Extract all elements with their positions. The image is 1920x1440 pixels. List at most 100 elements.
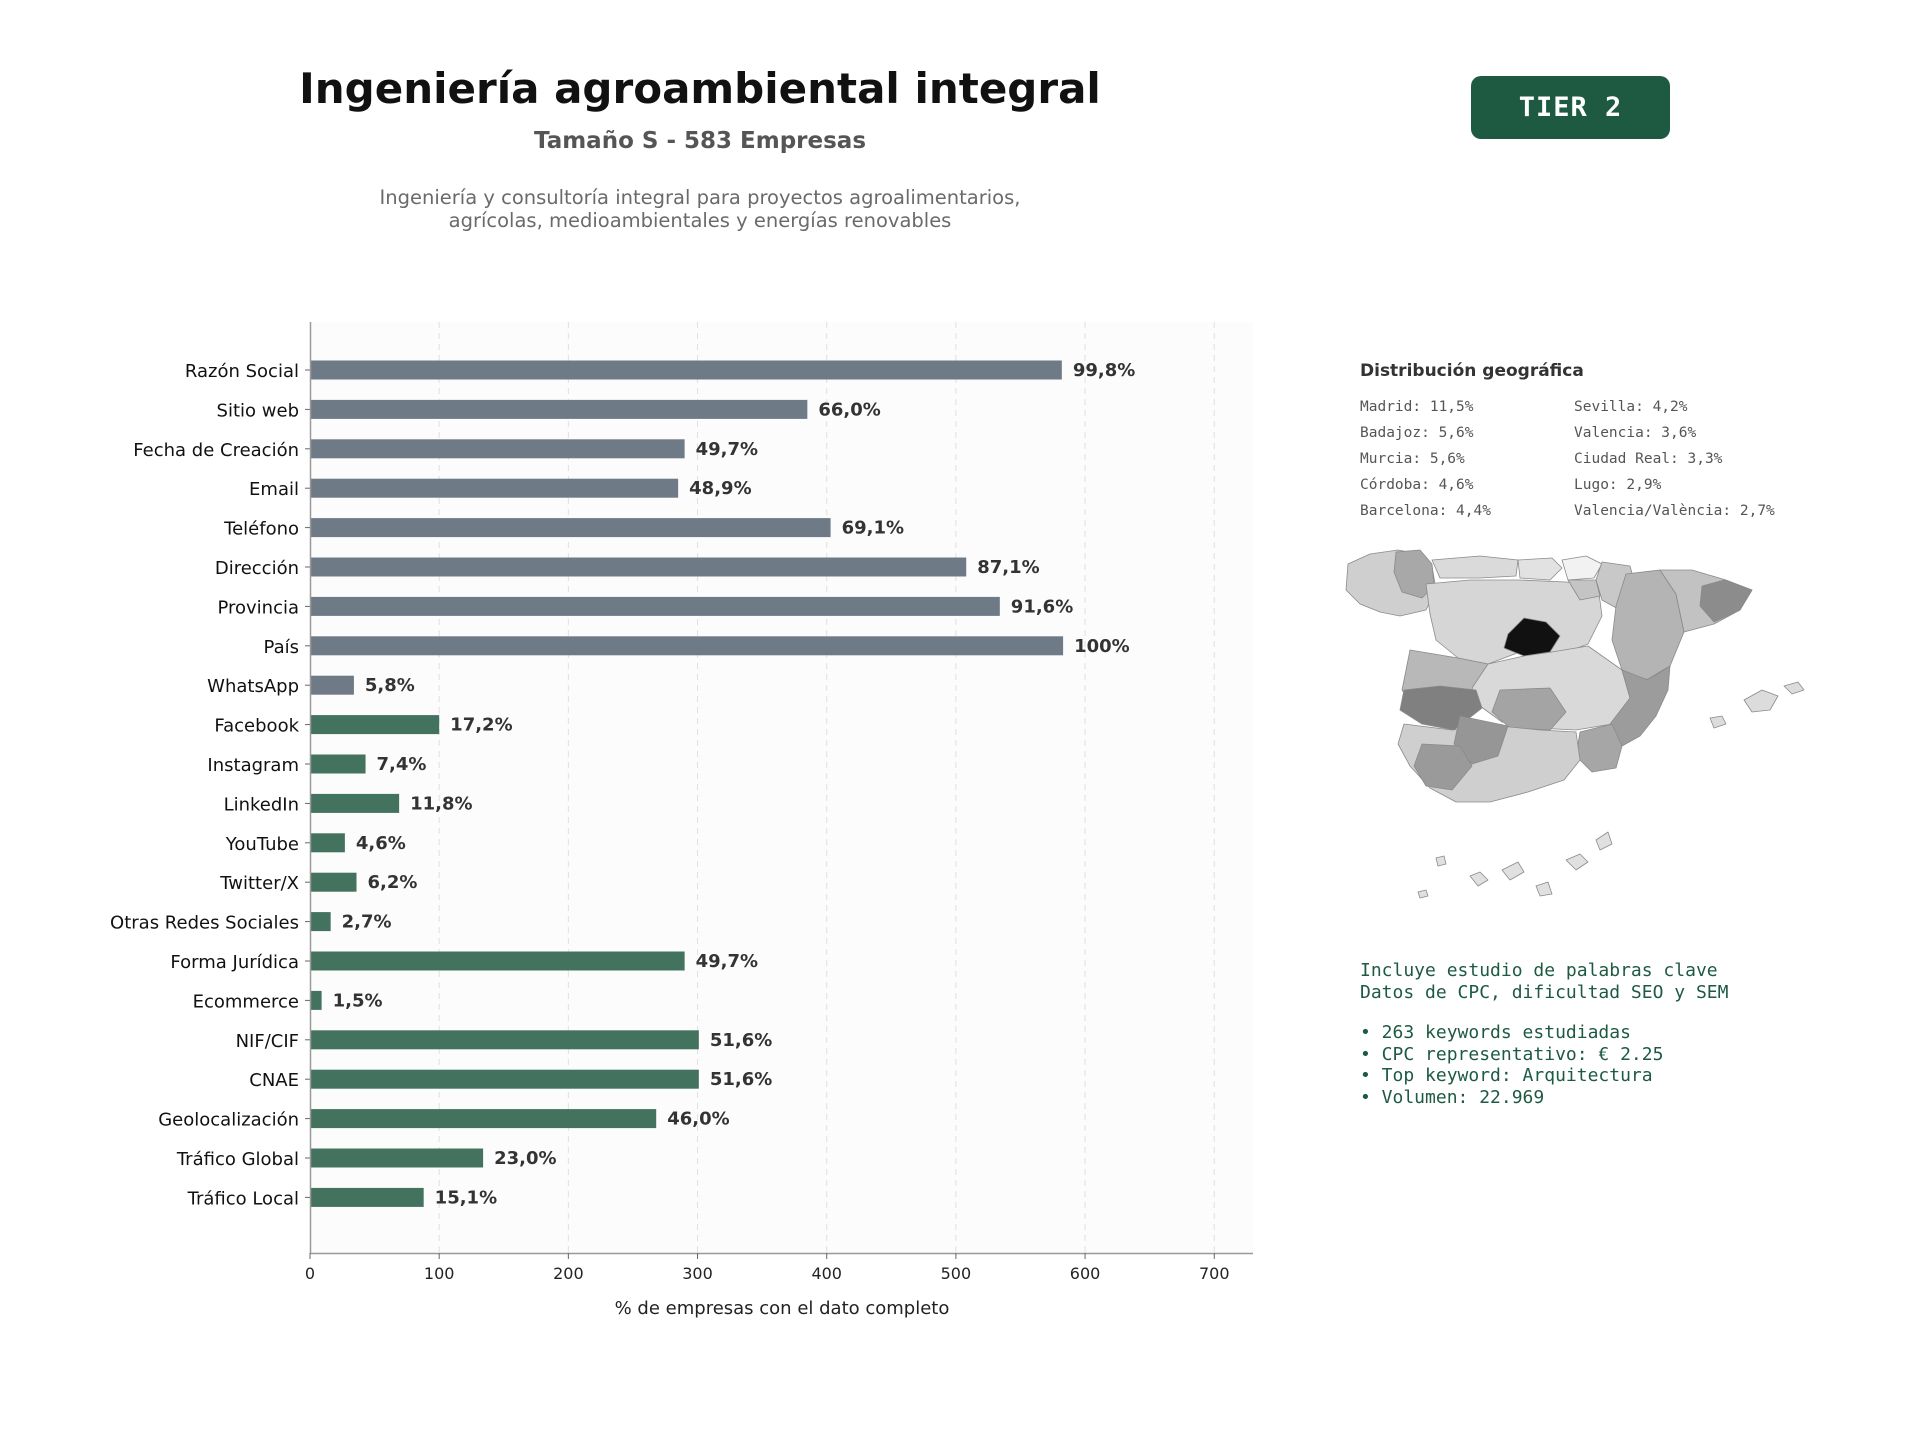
- info-bullet: • Top keyword: Arquitectura: [1360, 1065, 1653, 1086]
- geo-entry: Valencia/València: 2,7%: [1574, 503, 1775, 519]
- data-label: 5,8%: [365, 675, 415, 696]
- geo-entry: Madrid: 11,5%: [1360, 399, 1474, 415]
- geo-entry: Sevilla: 4,2%: [1574, 399, 1688, 415]
- bar: [310, 1030, 699, 1050]
- bar: [310, 557, 967, 577]
- map-region-asturias: [1431, 555, 1519, 579]
- bar: [310, 1109, 657, 1129]
- data-label: 87,1%: [977, 557, 1039, 578]
- data-label: 23,0%: [494, 1148, 556, 1169]
- map-region-ciudad-real: [1491, 687, 1567, 731]
- category-label: Forma Jurídica: [170, 952, 299, 973]
- category-label: Otras Redes Sociales: [110, 913, 299, 934]
- bar: [310, 675, 354, 695]
- x-tick-label: 0: [305, 1264, 315, 1283]
- x-tick-label: 500: [941, 1264, 972, 1283]
- info-line-1: Incluye estudio de palabras clave: [1360, 960, 1718, 981]
- info-bullet: • 263 keywords estudiadas: [1360, 1022, 1631, 1043]
- data-label: 99,8%: [1073, 360, 1135, 381]
- x-tick-label: 200: [553, 1264, 584, 1283]
- map-region-basque: [1561, 555, 1603, 581]
- category-label: Instagram: [207, 755, 299, 776]
- geo-entry: Badajoz: 5,6%: [1360, 425, 1474, 441]
- data-label: 49,7%: [696, 951, 758, 972]
- description-line-2: agrícolas, medioambientales y energías r…: [448, 209, 952, 232]
- grid-lines: [438, 322, 1215, 1253]
- info-bullet: • Volumen: 22.969: [1360, 1086, 1545, 1108]
- map-region-balearic: [1709, 681, 1805, 729]
- geo-entry: Lugo: 2,9%: [1574, 477, 1662, 493]
- x-axis-label: % de empresas con el dato completo: [615, 1298, 950, 1319]
- bar: [310, 596, 1000, 616]
- category-label: Ecommerce: [193, 991, 299, 1012]
- category-label: LinkedIn: [224, 794, 299, 815]
- bar: [310, 439, 685, 459]
- category-label: Sitio web: [217, 400, 299, 421]
- geo-entry: Murcia: 5,6%: [1360, 451, 1465, 467]
- page-subtitle: Tamaño S - 583 Empresas: [533, 128, 867, 154]
- data-label: 4,6%: [356, 833, 406, 854]
- category-label: Tráfico Local: [187, 1188, 299, 1209]
- geo-entry: Barcelona: 4,4%: [1360, 503, 1491, 519]
- keyword-info-block: Incluye estudio de palabras clave Datos …: [1360, 960, 1728, 1108]
- x-tick-label: 300: [682, 1264, 713, 1283]
- map-region-madrid: [1503, 617, 1561, 657]
- data-label: 100%: [1074, 636, 1130, 657]
- bar: [310, 636, 1064, 656]
- description-line-1: Ingeniería y consultoría integral para p…: [379, 186, 1021, 209]
- bar: [310, 1148, 484, 1168]
- category-label: Email: [249, 479, 299, 500]
- data-label: 69,1%: [842, 518, 904, 539]
- geo-entry: Ciudad Real: 3,3%: [1574, 451, 1723, 467]
- category-label: Dirección: [215, 558, 299, 579]
- x-tick-label: 600: [1070, 1264, 1101, 1283]
- completeness-bar-chart: Razón Social 99,8% Sitio web 66,0% Fecha de …: [110, 322, 1253, 1319]
- category-label: Twitter/X: [219, 873, 299, 894]
- bar: [310, 715, 440, 735]
- bar: [310, 478, 679, 498]
- category-label: Provincia: [217, 597, 299, 618]
- data-label: 17,2%: [450, 715, 512, 736]
- page-title: Ingeniería agroambiental integral: [299, 64, 1101, 113]
- category-label: WhatsApp: [207, 676, 299, 697]
- spain-choropleth-map: [1345, 549, 1805, 899]
- map-region-cantabria: [1517, 557, 1563, 581]
- bar: [310, 360, 1062, 380]
- x-tick-label: 700: [1199, 1264, 1230, 1283]
- map-region-cordoba: [1453, 715, 1509, 765]
- data-label: 11,8%: [410, 793, 472, 814]
- data-label: 48,9%: [689, 478, 751, 499]
- map-region-valencia: [1609, 665, 1671, 747]
- plot-area: [310, 322, 1253, 1253]
- category-label: Teléfono: [223, 519, 299, 540]
- bar: [310, 1069, 699, 1089]
- data-label: 51,6%: [710, 1069, 772, 1090]
- bar: [310, 793, 400, 813]
- geo-distribution-list: Madrid: 11,5% Sevilla: 4,2% Badajoz: 5,6…: [1360, 397, 1814, 521]
- x-ticks: 0 100 200 300 400 500 600 700: [305, 1253, 1230, 1283]
- category-label: Tráfico Global: [176, 1149, 299, 1170]
- category-label: NIF/CIF: [236, 1031, 299, 1052]
- category-label: CNAE: [249, 1070, 299, 1091]
- info-bullet: • CPC representativo: € 2.25: [1360, 1043, 1664, 1065]
- data-label: 6,2%: [368, 872, 418, 893]
- data-label: 1,5%: [333, 990, 383, 1011]
- map-region-sevilla: [1413, 743, 1473, 791]
- map-region-rioja: [1567, 579, 1601, 601]
- map-region-canarias: [1417, 831, 1613, 899]
- category-label: País: [264, 637, 299, 658]
- data-label: 91,6%: [1011, 596, 1073, 617]
- bar: [310, 990, 322, 1010]
- bar: [310, 951, 685, 971]
- geo-entry: Córdoba: 4,6%: [1360, 477, 1474, 493]
- bar: [310, 833, 345, 853]
- bar: [310, 912, 331, 932]
- category-label: Facebook: [214, 716, 299, 737]
- x-tick-label: 400: [811, 1264, 842, 1283]
- category-label: Fecha de Creación: [133, 440, 299, 461]
- tier-badge: TIER 2: [1471, 76, 1670, 139]
- bar: [310, 872, 357, 892]
- bar: [310, 518, 831, 538]
- sector-description: Ingeniería y consultoría integral para p…: [200, 186, 1200, 232]
- data-label: 49,7%: [696, 439, 758, 460]
